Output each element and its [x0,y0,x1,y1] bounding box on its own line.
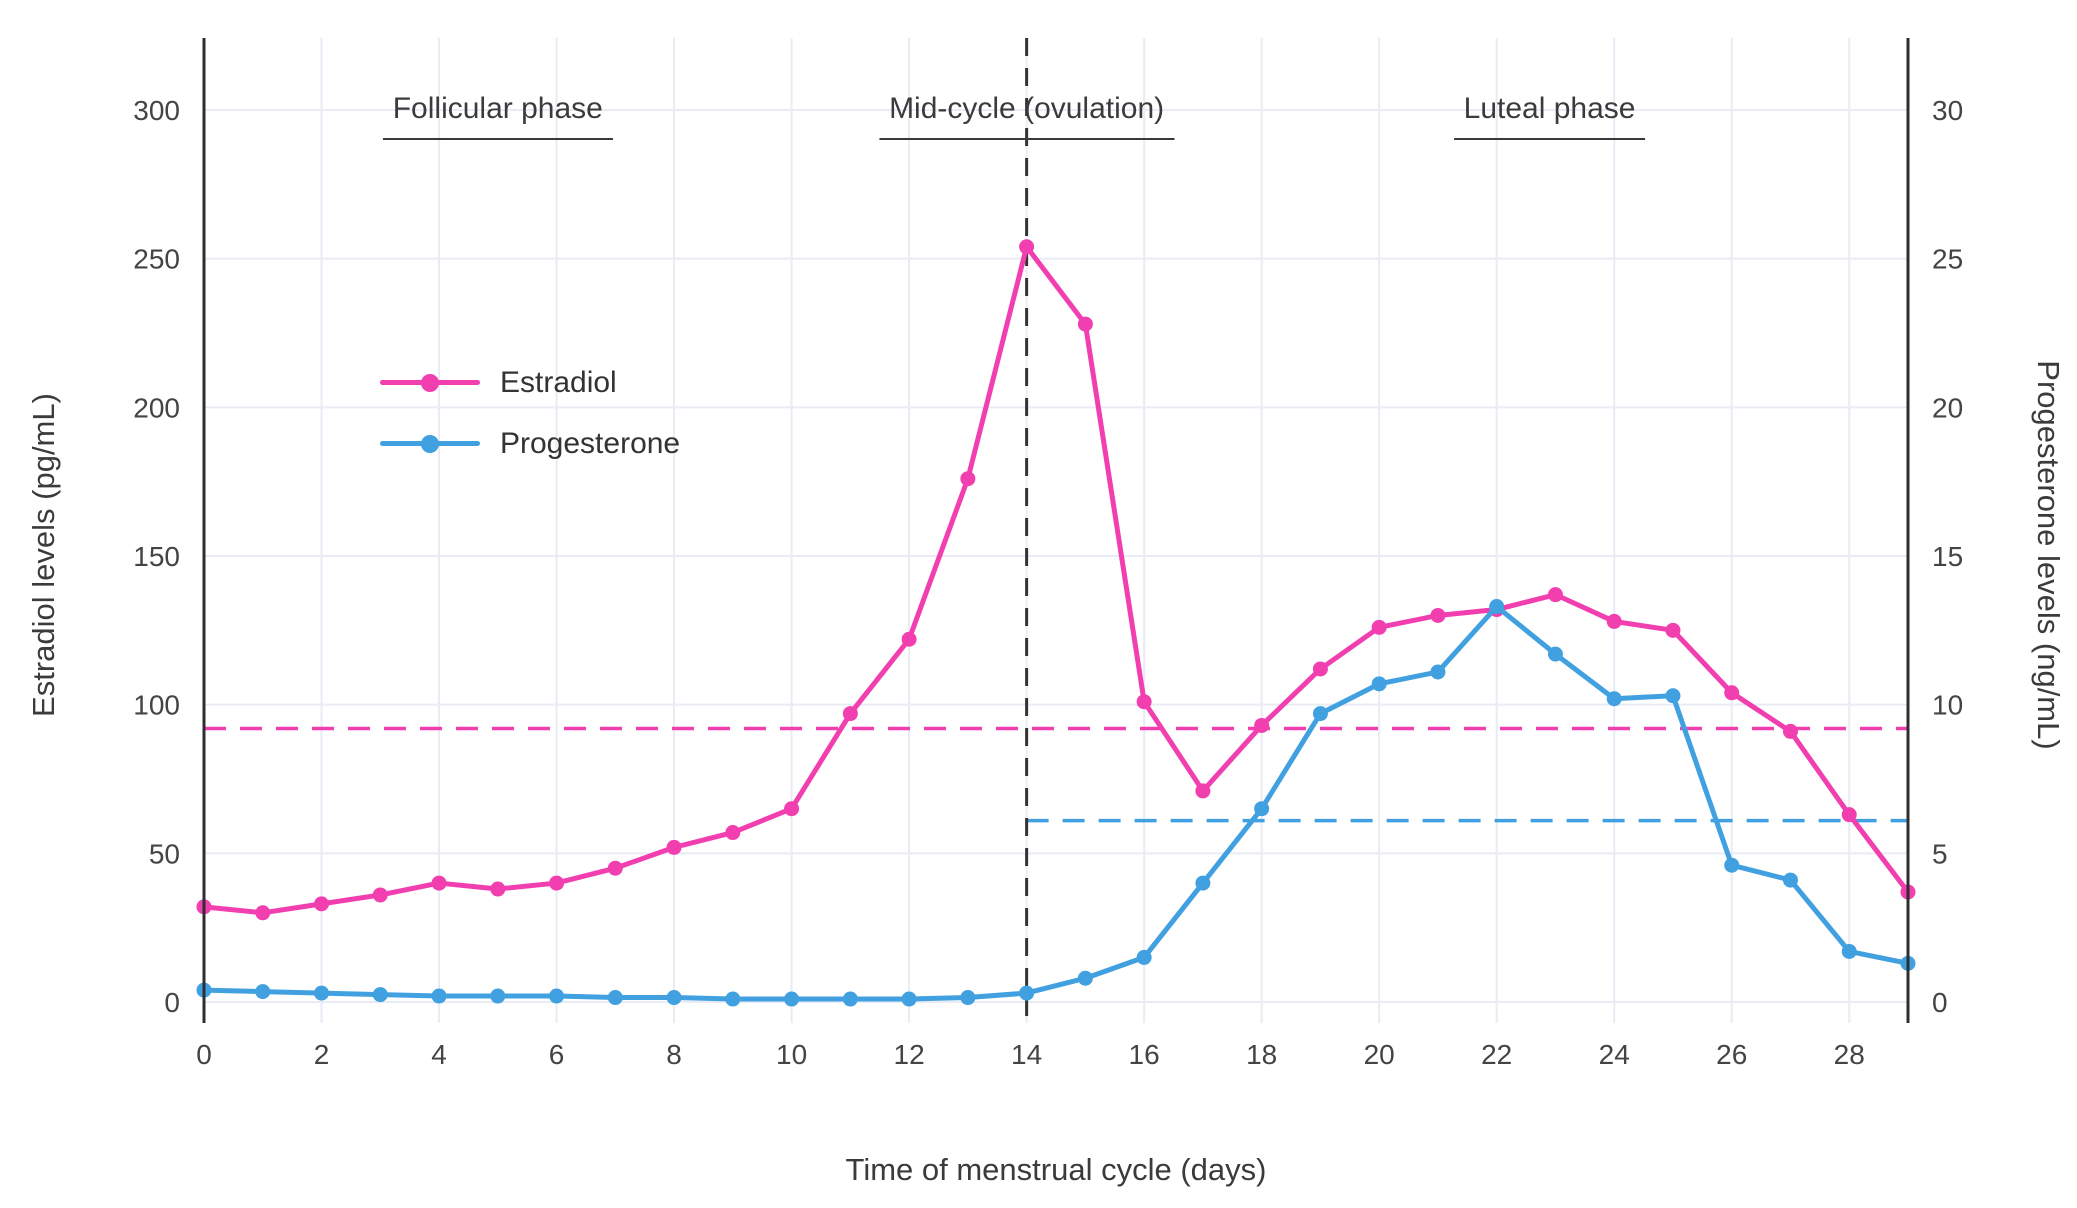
svg-text:20: 20 [1932,392,1963,423]
x-axis-title: Time of menstrual cycle (days) [845,1152,1267,1187]
progesterone-series [196,599,1916,1007]
right-y-axis-title: Progesterone levels (ng/mL) [2031,360,2066,750]
svg-text:12: 12 [894,1039,925,1070]
phase-annotation-midcycle: Mid-cycle (ovulation) [879,92,1175,140]
legend-item-progesterone[interactable]: Progesterone [380,413,680,474]
legend-label-progesterone: Progesterone [500,426,681,460]
svg-text:28: 28 [1834,1039,1865,1070]
svg-text:15: 15 [1932,541,1963,572]
svg-text:14: 14 [1011,1039,1042,1070]
svg-text:4: 4 [431,1039,447,1070]
svg-text:22: 22 [1481,1039,1512,1070]
svg-text:10: 10 [1932,690,1963,721]
svg-text:0: 0 [196,1039,212,1070]
svg-text:200: 200 [133,392,180,423]
phase-annotation-luteal: Luteal phase [1453,92,1646,140]
reference-lines [204,38,1908,1023]
estradiol-line-swatch-icon [380,373,480,392]
gridlines [203,38,1908,1023]
svg-text:2: 2 [314,1039,330,1070]
legend-item-estradiol[interactable]: Estradiol [380,352,680,413]
svg-text:6: 6 [549,1039,565,1070]
legend-label-estradiol: Estradiol [500,365,617,399]
svg-text:150: 150 [133,541,180,572]
left-y-axis-title: Estradiol levels (pg/mL) [26,393,61,717]
svg-text:8: 8 [666,1039,682,1070]
svg-text:250: 250 [133,244,180,275]
svg-text:0: 0 [1932,987,1948,1018]
svg-text:26: 26 [1716,1039,1747,1070]
svg-text:25: 25 [1932,244,1963,275]
phase-annotation-follicular: Follicular phase [382,92,613,140]
svg-text:50: 50 [149,838,180,869]
svg-text:24: 24 [1599,1039,1630,1070]
svg-text:0: 0 [164,987,180,1018]
axis-lines [202,38,1910,1023]
svg-text:18: 18 [1246,1039,1277,1070]
svg-text:20: 20 [1364,1039,1395,1070]
svg-text:10: 10 [776,1039,807,1070]
estradiol-series [196,239,1916,921]
svg-text:300: 300 [133,95,180,126]
svg-text:100: 100 [133,690,180,721]
progesterone-line-swatch-icon [380,434,480,453]
svg-text:30: 30 [1932,95,1963,126]
legend: Estradiol Progesterone [380,352,680,474]
tick-labels: 0 2 4 6 8 10 12 14 16 18 20 22 24 26 28050100150200250… [133,95,1963,1070]
svg-text:5: 5 [1932,838,1948,869]
svg-text:16: 16 [1129,1039,1160,1070]
